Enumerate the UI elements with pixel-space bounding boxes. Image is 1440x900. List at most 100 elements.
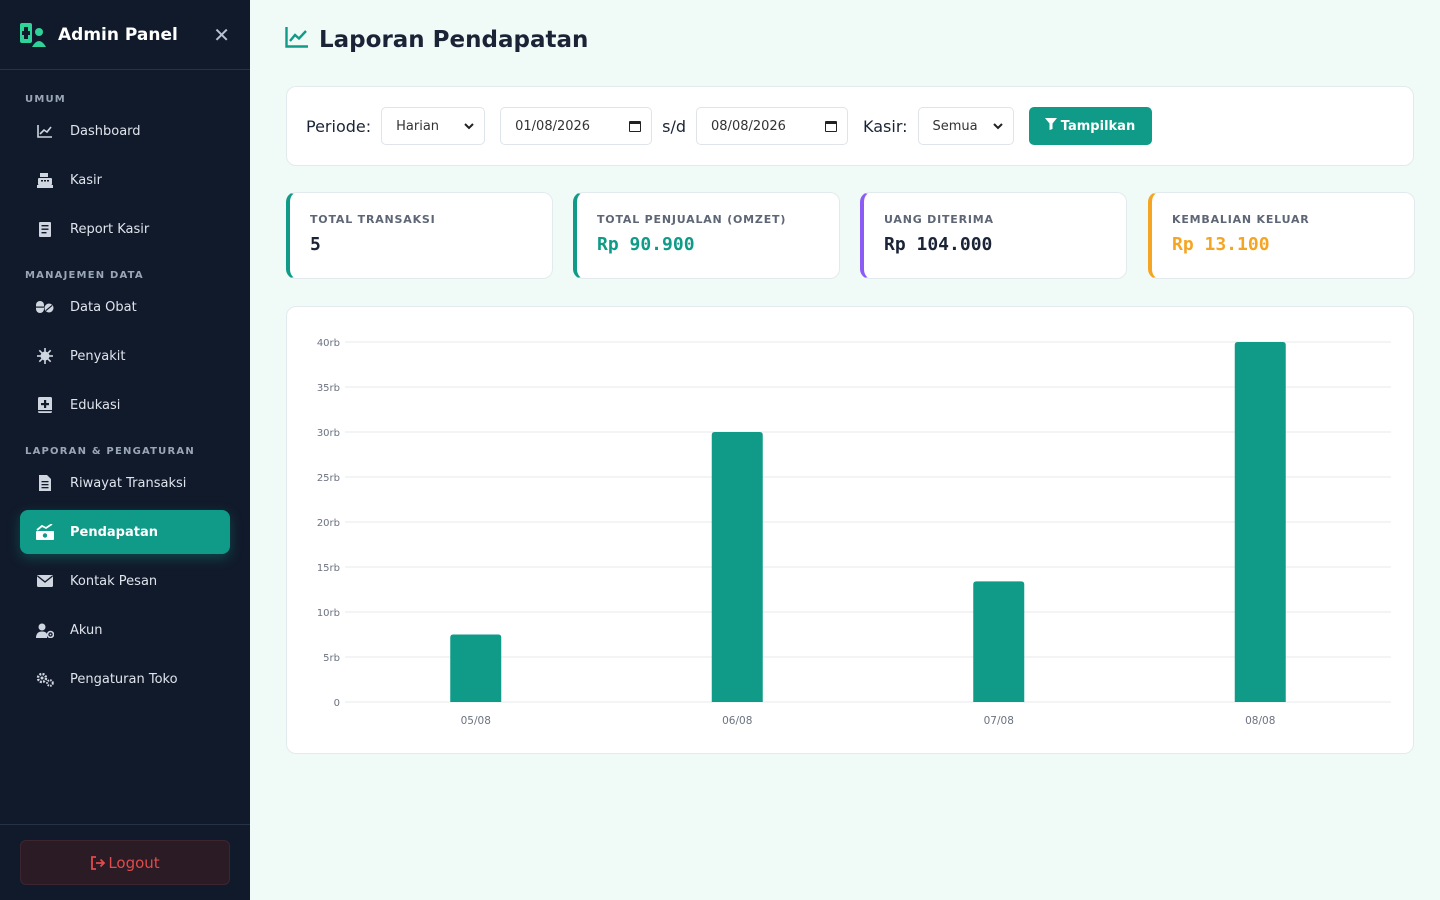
tampilkan-label: Tampilkan (1060, 118, 1136, 134)
stat-value: Rp 104.000 (884, 234, 993, 255)
sidebar-item-report-kasir[interactable]: Report Kasir (20, 207, 230, 251)
sidebar: Admin Panel ✕ UMUM Dashboard Kasir Repor… (0, 0, 250, 900)
receipt-icon (36, 220, 54, 238)
file-invoice-icon (36, 474, 54, 492)
periode-label: Periode: (306, 116, 372, 136)
date-from-value: 01/08/2026 (515, 118, 591, 134)
sidebar-item-label: Kontak Pesan (70, 573, 158, 589)
kasir-select[interactable]: Semua (917, 107, 1014, 145)
sign-out-icon (90, 855, 106, 870)
y-tick-label: 10rb (317, 608, 340, 619)
section-label-laporan-pengaturan: LAPORAN & PENGATURAN (25, 446, 195, 457)
sidebar-item-data-obat[interactable]: Data Obat (20, 285, 230, 329)
revenue-chart-card: 0 5rb 10rb 15rb 20rb 25rb 30rb 35rb 40rb 05/08 06/… (286, 306, 1414, 754)
book-medical-icon (36, 396, 54, 414)
sidebar-footer: Logout (0, 824, 250, 900)
date-to-input[interactable]: 08/08/2026 (696, 107, 849, 145)
pills-icon (36, 298, 54, 316)
clinic-logo-icon (20, 22, 46, 47)
filter-icon (1044, 118, 1057, 134)
chevron-down-icon (464, 119, 474, 134)
virus-icon (36, 347, 54, 365)
kasir-label: Kasir: (863, 116, 908, 136)
sidebar-title: Admin Panel (58, 24, 178, 45)
sidebar-item-dashboard[interactable]: Dashboard (20, 109, 230, 153)
kasir-select-value: Semua (932, 118, 978, 134)
chart-line-icon (36, 122, 54, 140)
stat-value: 5 (310, 234, 321, 255)
calendar-icon[interactable] (629, 120, 642, 132)
bar (973, 581, 1025, 702)
calendar-icon[interactable] (825, 120, 838, 132)
main-content: Laporan Pendapatan Periode: Harian 01/08… (250, 0, 1440, 900)
stat-card-kembalian-keluar: KEMBALIAN KELUAR Rp 13.100 (1148, 192, 1415, 279)
sidebar-item-edukasi[interactable]: Edukasi (20, 383, 230, 427)
x-tick-label: 07/08 (984, 715, 1014, 727)
periode-select-value: Harian (396, 118, 440, 134)
sidebar-item-label: Akun (70, 622, 103, 638)
money-chart-icon (36, 523, 54, 541)
sidebar-nav: UMUM Dashboard Kasir Report Kasir MANAJE… (0, 70, 250, 701)
stat-value: Rp 90.900 (597, 234, 695, 255)
y-tick-label: 20rb (317, 518, 340, 529)
logout-button[interactable]: Logout (20, 840, 230, 885)
bar (450, 634, 502, 702)
envelope-icon (36, 572, 54, 590)
sidebar-item-label: Pendapatan (70, 524, 158, 540)
sidebar-item-label: Penyakit (70, 348, 126, 364)
sidebar-item-label: Edukasi (70, 397, 121, 413)
bar (711, 432, 763, 702)
stat-label: UANG DITERIMA (884, 213, 994, 226)
sidebar-item-penyakit[interactable]: Penyakit (20, 334, 230, 378)
x-tick-label: 05/08 (461, 715, 491, 727)
cogs-icon (36, 670, 54, 688)
section-label-umum: UMUM (25, 94, 66, 105)
stat-value: Rp 13.100 (1172, 234, 1270, 255)
cash-register-icon (36, 171, 54, 189)
x-tick-label: 08/08 (1245, 715, 1275, 727)
stat-card-total-penjualan: TOTAL PENJUALAN (OMZET) Rp 90.900 (573, 192, 840, 279)
chevron-down-icon (992, 119, 1003, 134)
sidebar-item-label: Kasir (70, 172, 102, 188)
stat-label: TOTAL PENJUALAN (OMZET) (597, 213, 787, 226)
bar (1234, 342, 1286, 702)
sidebar-item-kontak-pesan[interactable]: Kontak Pesan (20, 559, 230, 603)
sidebar-item-label: Pengaturan Toko (70, 671, 178, 687)
periode-select[interactable]: Harian (381, 107, 486, 145)
x-tick-label: 06/08 (722, 715, 752, 727)
logout-label: Logout (108, 853, 160, 872)
stat-card-uang-diterima: UANG DITERIMA Rp 104.000 (860, 192, 1127, 279)
close-icon[interactable]: ✕ (213, 22, 230, 47)
sidebar-item-label: Report Kasir (70, 221, 150, 237)
date-from-input[interactable]: 01/08/2026 (500, 107, 653, 145)
page-title-text: Laporan Pendapatan (319, 27, 589, 53)
sidebar-item-label: Data Obat (70, 299, 137, 315)
revenue-bar-chart: 0 5rb 10rb 15rb 20rb 25rb 30rb 35rb 40rb 05/08 06/… (317, 338, 1391, 727)
date-to-value: 08/08/2026 (711, 118, 786, 134)
user-gear-icon (36, 621, 54, 639)
sidebar-item-akun[interactable]: Akun (20, 608, 230, 652)
date-range-separator: s/d (662, 116, 687, 136)
y-tick-label: 40rb (317, 338, 340, 349)
y-tick-label: 25rb (317, 473, 340, 484)
section-label-manajemen-data: MANAJEMEN DATA (25, 270, 144, 281)
sidebar-item-pendapatan[interactable]: Pendapatan (20, 510, 230, 554)
sidebar-item-pengaturan-toko[interactable]: Pengaturan Toko (20, 657, 230, 701)
stat-label: TOTAL TRANSAKSI (310, 213, 436, 226)
chart-line-icon (285, 26, 309, 54)
sidebar-item-kasir[interactable]: Kasir (20, 158, 230, 202)
y-tick-label: 0 (334, 698, 340, 709)
y-tick-label: 35rb (317, 383, 340, 394)
stat-label: KEMBALIAN KELUAR (1172, 213, 1310, 226)
y-tick-label: 30rb (317, 428, 340, 439)
y-tick-label: 5rb (323, 653, 340, 664)
page-title: Laporan Pendapatan (285, 26, 588, 54)
filter-bar: Periode: Harian 01/08/2026 s/d 08/08/202… (286, 86, 1414, 166)
sidebar-item-label: Dashboard (70, 123, 141, 139)
sidebar-item-label: Riwayat Transaksi (70, 475, 187, 491)
stat-card-total-transaksi: TOTAL TRANSAKSI 5 (286, 192, 553, 279)
y-tick-label: 15rb (317, 563, 340, 574)
tampilkan-button[interactable]: Tampilkan (1028, 107, 1152, 145)
sidebar-brand: Admin Panel ✕ (0, 0, 250, 70)
sidebar-item-riwayat-transaksi[interactable]: Riwayat Transaksi (20, 461, 230, 505)
